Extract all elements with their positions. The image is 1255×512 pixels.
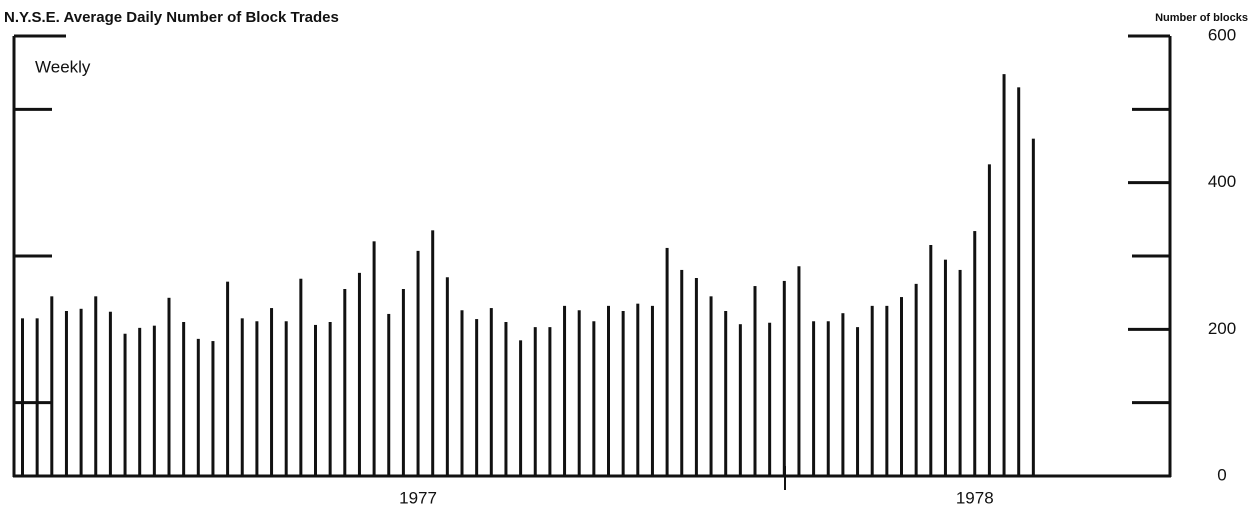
bar [694, 278, 698, 476]
bar [64, 311, 68, 476]
bar [782, 280, 786, 476]
bar [299, 278, 303, 476]
bar [284, 321, 288, 476]
bar [636, 303, 640, 476]
bar [343, 289, 347, 476]
bar [504, 322, 508, 476]
bar [1002, 74, 1006, 476]
bar [270, 308, 274, 476]
y-tick-label: 600 [1208, 25, 1236, 44]
bar [665, 247, 669, 476]
bar [548, 327, 552, 476]
bar [167, 297, 171, 476]
bar [768, 322, 772, 476]
bar [123, 333, 127, 476]
bar [563, 305, 567, 476]
bar [943, 259, 947, 476]
bar [50, 296, 54, 476]
bar [226, 281, 230, 476]
bar [1017, 87, 1021, 476]
bar [196, 338, 200, 476]
bar [416, 250, 420, 476]
bar [357, 272, 361, 476]
x-tick-label: 1977 [399, 488, 437, 507]
bar [387, 313, 391, 476]
bar [753, 286, 757, 476]
bar [138, 327, 142, 476]
bar [592, 321, 596, 476]
y-tick-label: 200 [1208, 319, 1236, 338]
bar [240, 318, 244, 476]
bar [445, 277, 449, 476]
y-axis-label: Number of blocks [1155, 12, 1248, 24]
bar [621, 311, 625, 476]
bar [431, 230, 435, 476]
bar [826, 321, 830, 476]
bar [841, 313, 845, 476]
bar [958, 269, 962, 476]
bar [1031, 138, 1035, 476]
bar [738, 324, 742, 476]
bar [973, 231, 977, 476]
bar [314, 324, 317, 476]
x-tick-label: 1978 [956, 488, 994, 507]
bar [108, 311, 112, 476]
bar [21, 318, 24, 476]
bar [475, 319, 479, 476]
bar [489, 308, 493, 476]
bar [812, 321, 816, 476]
bar [372, 241, 376, 476]
bar [914, 283, 918, 476]
bar [650, 305, 654, 476]
bar [929, 245, 933, 476]
bar [797, 266, 801, 476]
bar [607, 305, 610, 476]
bar [255, 321, 259, 476]
y-tick-label: 400 [1208, 172, 1236, 191]
bar [885, 305, 889, 476]
bar [987, 164, 991, 477]
bar [533, 327, 537, 476]
subtitle: Weekly [35, 57, 91, 76]
bar [35, 318, 39, 476]
bar [328, 322, 332, 476]
bar [870, 305, 874, 476]
bar [460, 310, 464, 476]
bar [79, 308, 83, 476]
bar [709, 296, 713, 476]
bar [577, 310, 581, 476]
y-tick-label: 0 [1217, 465, 1226, 484]
bar [680, 269, 684, 476]
chart-title: N.Y.S.E. Average Daily Number of Block T… [4, 9, 339, 26]
bar [401, 289, 405, 476]
bar [94, 296, 98, 476]
bar [724, 311, 728, 476]
bar [856, 327, 860, 476]
bar [182, 322, 186, 476]
bar [900, 297, 903, 476]
bar [152, 325, 156, 476]
bar [211, 341, 215, 476]
bar [519, 340, 523, 476]
